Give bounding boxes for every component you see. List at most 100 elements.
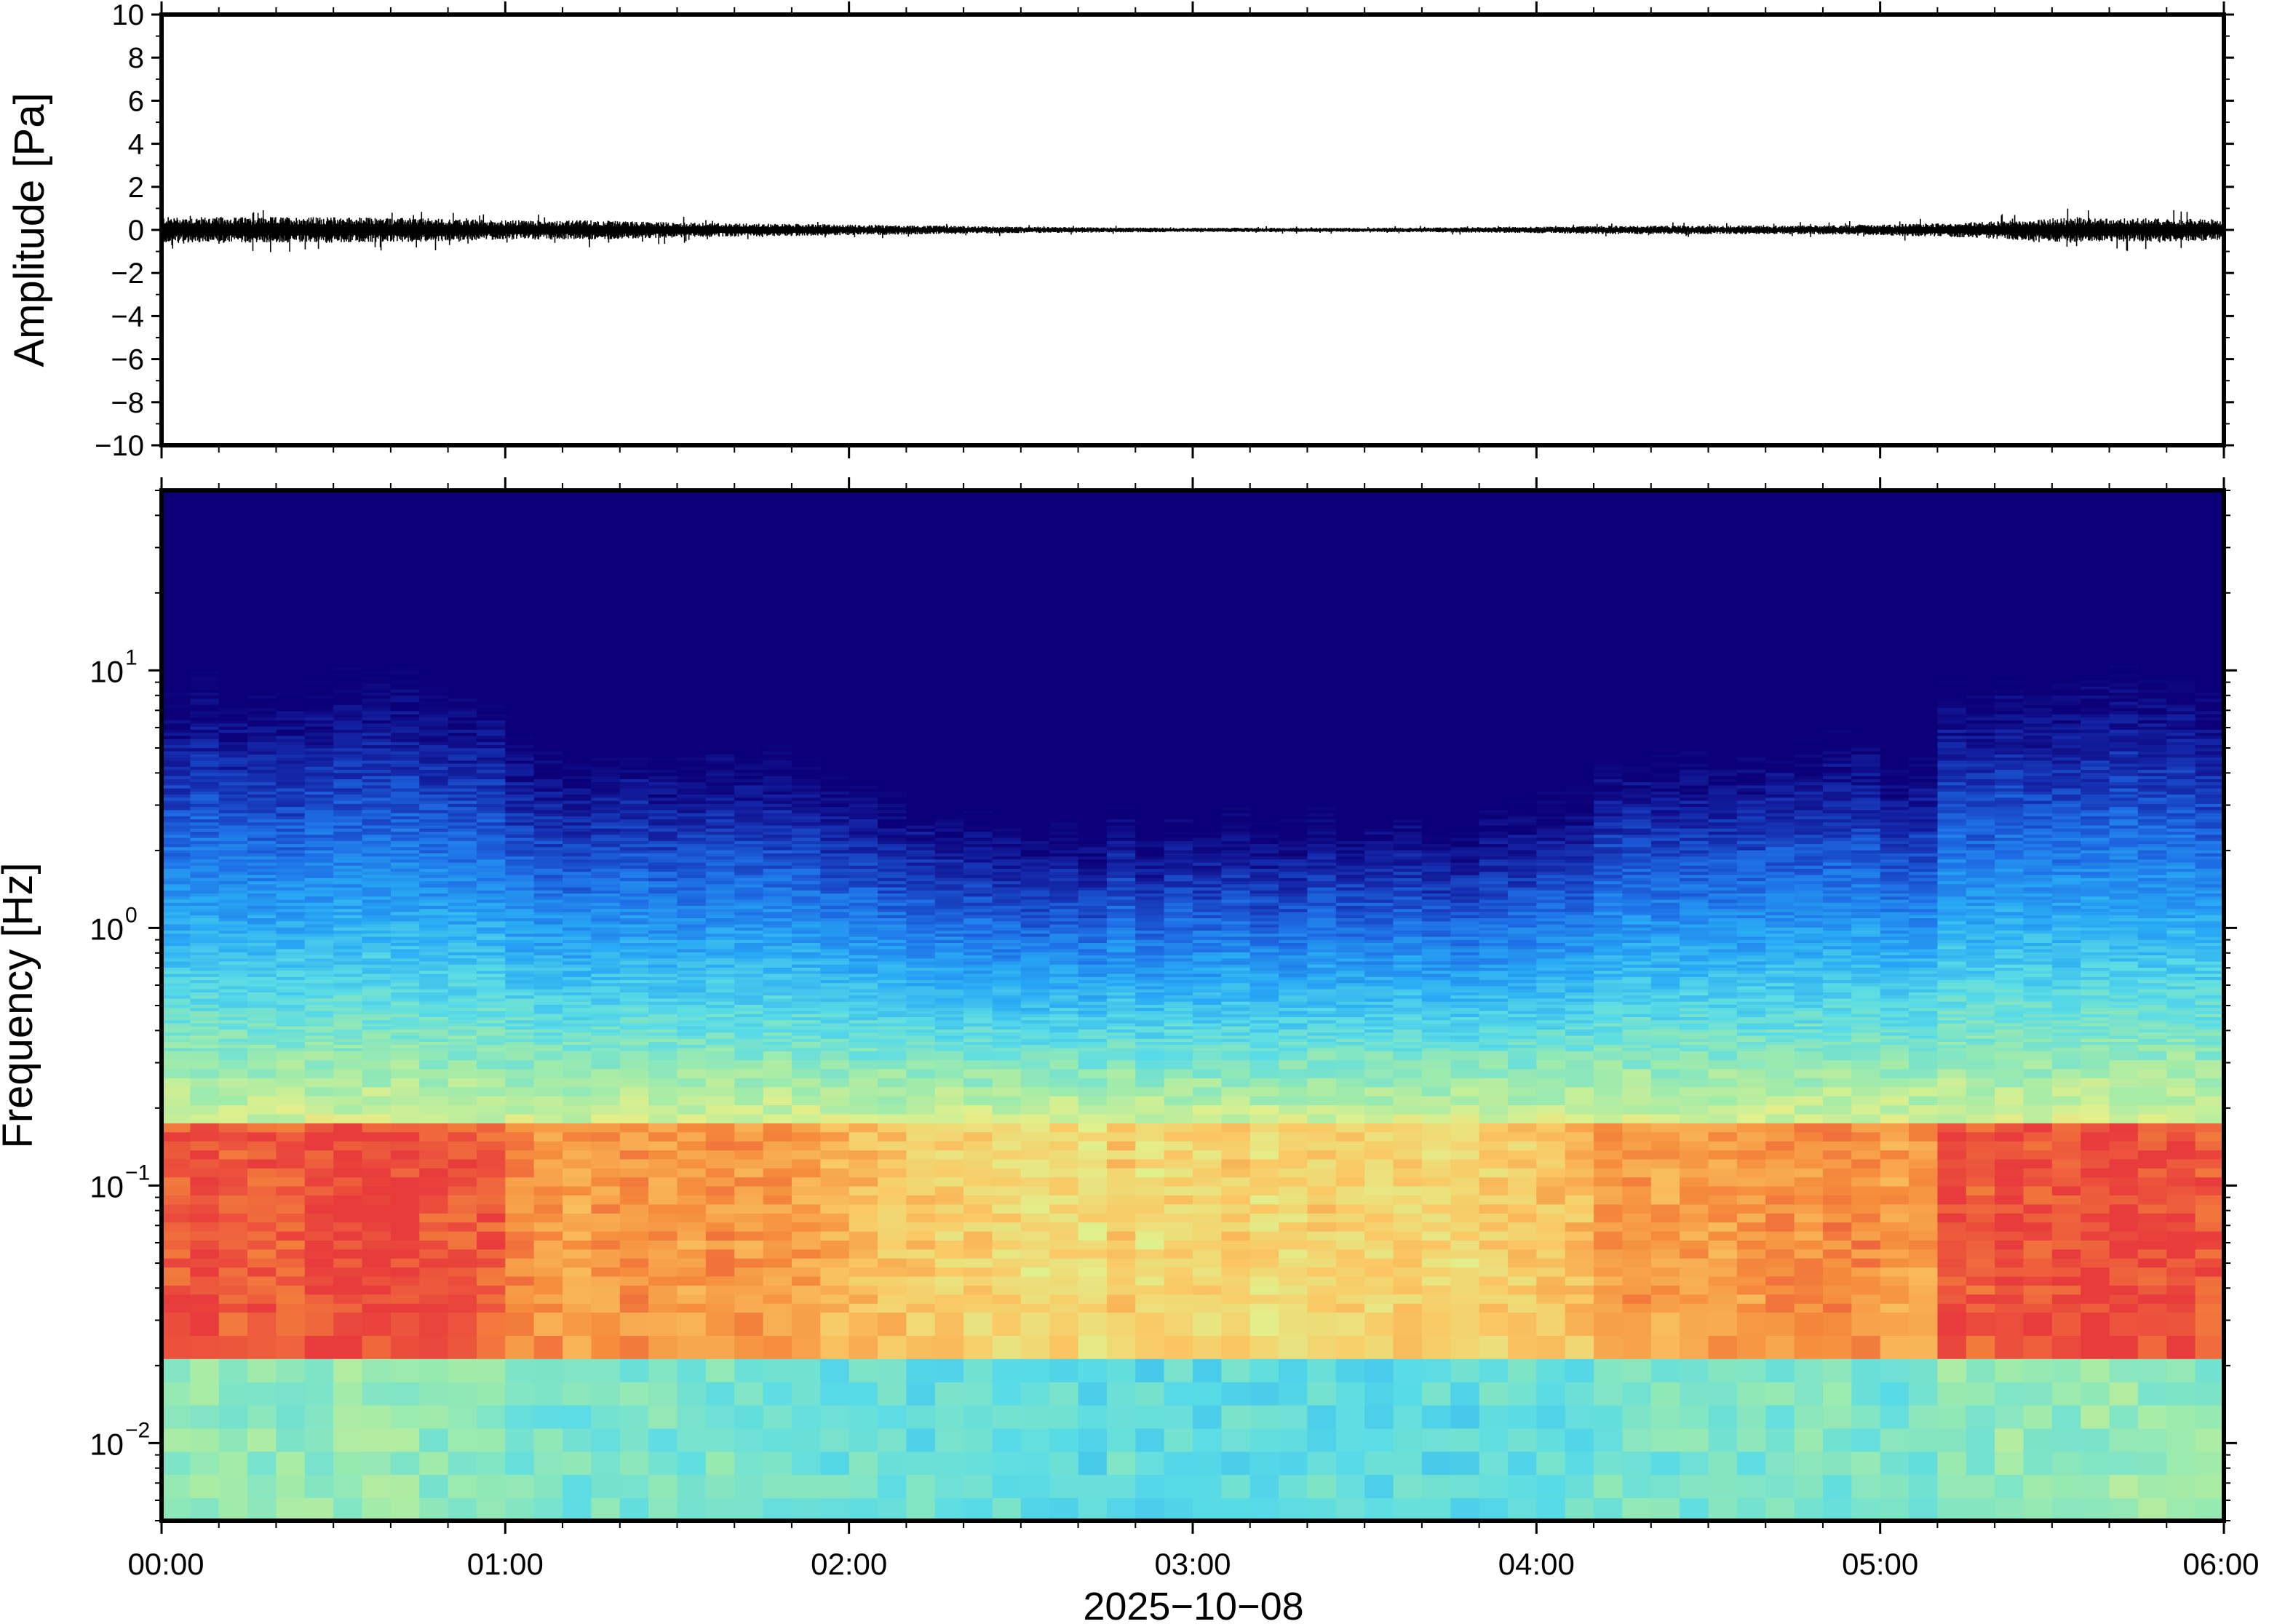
spectrogram-cell: [477, 1010, 506, 1014]
spectrogram-cell: [247, 886, 277, 891]
spectrogram-cell: [763, 920, 792, 925]
spectrogram-cell: [591, 636, 621, 640]
spectrogram-cell: [677, 1007, 707, 1011]
spectrogram-cell: [648, 787, 678, 792]
spectrogram-cell: [477, 531, 506, 536]
spectrogram-cell: [419, 1035, 449, 1039]
spectrogram-cell: [247, 652, 277, 656]
spectrogram-cell: [705, 553, 736, 557]
spectrogram-cell: [190, 615, 220, 618]
spectrogram-cell: [390, 710, 421, 715]
spectrogram-cell: [563, 824, 592, 829]
spectrogram-cell: [162, 522, 191, 526]
spectrogram-cell: [705, 534, 736, 538]
spectrogram-cell: [448, 732, 477, 736]
spectrogram-cell: [619, 1131, 649, 1142]
spectrogram-cell: [591, 692, 621, 696]
spectrogram-cell: [218, 1044, 248, 1048]
spectrogram-cell: [763, 915, 792, 918]
spectrogram-cell: [218, 760, 248, 764]
spectrogram-cell: [563, 763, 592, 767]
spectrogram-cell: [677, 645, 707, 650]
spectrogram-cell: [190, 779, 220, 783]
spectrogram-cell: [505, 992, 535, 996]
spectrogram-cell: [247, 1312, 277, 1336]
spectrogram-cell: [419, 920, 449, 925]
spectrogram-cell: [619, 930, 649, 934]
spectrogram-cell: [419, 871, 449, 875]
spectrogram-cell: [734, 1185, 764, 1195]
spectrogram-cell: [419, 1010, 449, 1014]
spectrogram-cell: [162, 664, 191, 668]
spectrogram-cell: [563, 494, 592, 498]
spectrogram-cell: [190, 1381, 220, 1406]
spectrogram-cell: [677, 945, 707, 950]
spectrogram-cell: [477, 1168, 506, 1178]
spectrogram-cell: [304, 1222, 334, 1232]
spectrogram-cell: [591, 1294, 621, 1304]
spectrogram-cell: [419, 624, 449, 628]
spectrogram-cell: [218, 1150, 248, 1160]
spectrogram-cell: [591, 960, 621, 965]
spectrogram-cell: [276, 853, 306, 857]
spectrogram-cell: [677, 602, 707, 606]
spectrogram-cell: [448, 1131, 477, 1142]
spectrogram-cell: [247, 608, 277, 613]
spectrogram-cell: [734, 531, 764, 536]
spectrogram-cell: [477, 512, 506, 517]
spectrogram-cell: [705, 602, 736, 606]
spectrogram-cell: [533, 1019, 563, 1024]
spectrogram-cell: [247, 593, 277, 597]
spectrogram-cell: [419, 593, 449, 597]
spectrogram-cell: [591, 1016, 621, 1021]
spectrogram-cell: [162, 781, 191, 786]
spectrogram-cell: [419, 1257, 449, 1268]
spectrogram-cell: [591, 720, 621, 724]
spectrogram-cell: [533, 636, 563, 640]
spectrogram-cell: [477, 812, 506, 816]
spectrogram-cell: [677, 584, 707, 588]
spectrogram-cell: [734, 806, 764, 811]
spectrogram-cell: [763, 1014, 792, 1017]
spectrogram-cell: [591, 1240, 621, 1250]
spectrogram-cell: [190, 1140, 220, 1151]
spectrogram-cell: [247, 559, 277, 563]
spectrogram-cell: [247, 506, 277, 511]
spectrogram-cell: [734, 1203, 764, 1214]
spectrogram-cell: [390, 664, 421, 668]
spectrogram-cell: [477, 1451, 506, 1476]
spectrogram-cell: [304, 522, 334, 526]
spectrogram-cell: [591, 682, 621, 687]
spectrogram-cell: [763, 1404, 792, 1429]
spectrogram-cell: [247, 500, 277, 504]
spectrogram-cell: [162, 584, 191, 588]
spectrogram-cell: [477, 896, 506, 900]
spectrogram-cell: [477, 982, 506, 987]
spectrogram-cell: [390, 846, 421, 851]
spectrogram-cell: [563, 821, 592, 826]
spectrogram-cell: [563, 522, 592, 526]
spectrogram-cell: [705, 578, 736, 581]
spectrogram-cell: [333, 995, 363, 999]
spectrogram-cell: [333, 797, 363, 801]
spectrogram-cell: [304, 915, 334, 918]
spectrogram-cell: [619, 1358, 649, 1382]
spectrogram-cell: [648, 1428, 678, 1452]
spectrogram-cell: [190, 939, 220, 943]
spectrogram-cell: [505, 812, 535, 816]
spectrogram-cell: [419, 750, 449, 755]
spectrogram-cell: [304, 952, 334, 955]
spectrogram-cell: [705, 688, 736, 693]
spectrogram-cell: [648, 624, 678, 628]
spectrogram-cell: [705, 571, 736, 576]
spectrogram-cell: [362, 992, 392, 996]
spectrogram-cell: [563, 1007, 592, 1011]
spectrogram-cell: [734, 794, 764, 798]
spectrogram-cell: [477, 599, 506, 603]
spectrogram-cell: [247, 568, 277, 573]
spectrogram-cell: [648, 812, 678, 816]
spectrogram-cell: [190, 942, 220, 947]
spectrogram-cell: [477, 797, 506, 801]
spectrogram-cell: [677, 642, 707, 647]
spectrogram-cell: [563, 886, 592, 891]
